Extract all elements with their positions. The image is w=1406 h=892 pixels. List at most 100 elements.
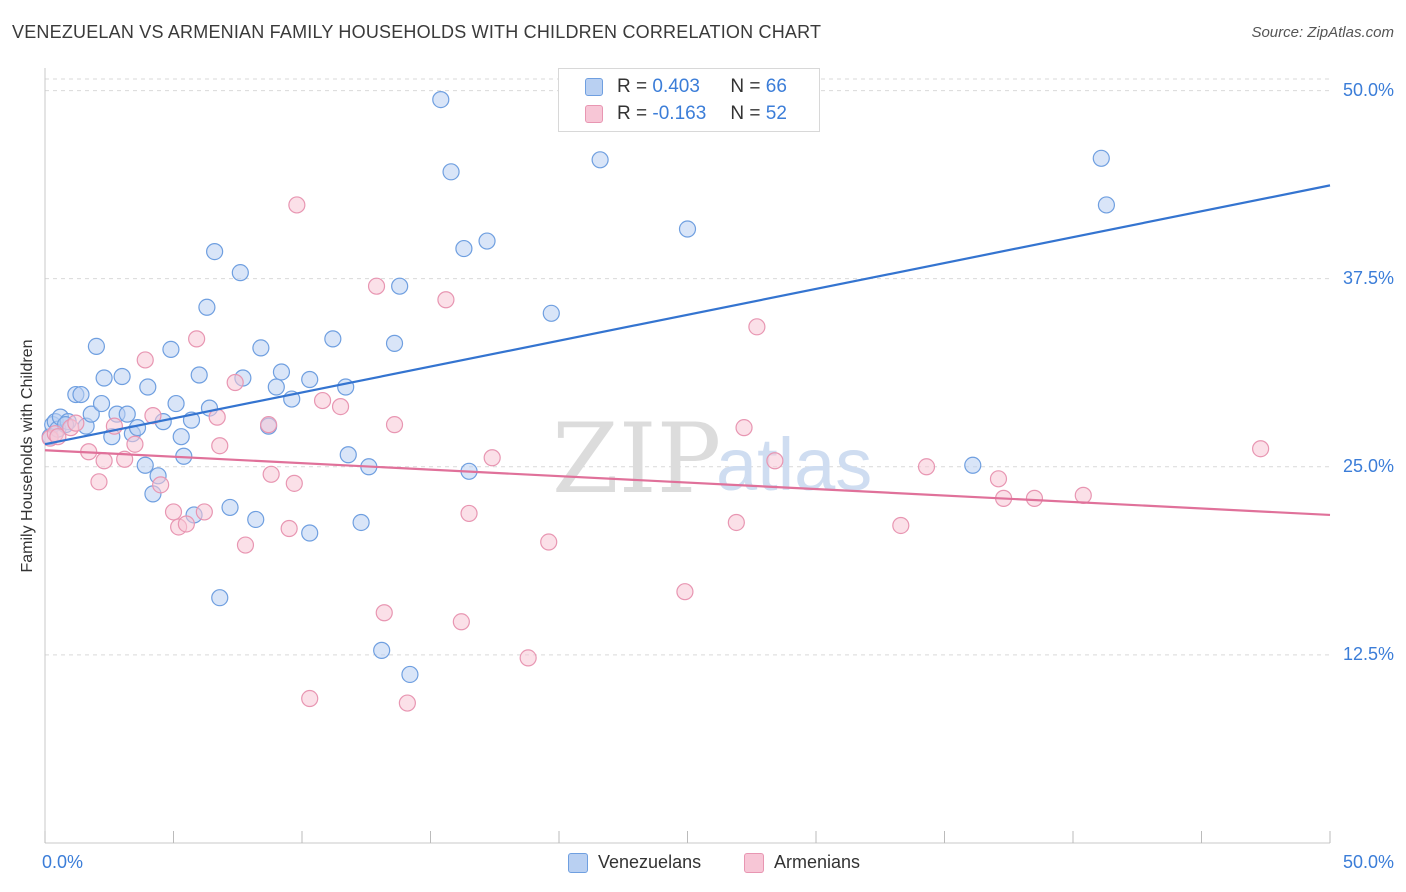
armenians-point — [385, 416, 404, 434]
armenians-point — [375, 604, 393, 622]
venezuelans-point — [272, 363, 291, 381]
armenians-point — [262, 465, 280, 483]
axes — [44, 68, 1331, 844]
armenians-point — [735, 419, 753, 437]
venezuelans-point — [678, 220, 697, 238]
armenians-point — [259, 416, 278, 434]
venezuelans-point — [136, 456, 154, 474]
venezuelans-point — [324, 330, 342, 348]
venezuelans-point — [118, 405, 136, 423]
legend-item-armenians: Armenians — [744, 852, 860, 873]
armenians-point — [519, 649, 537, 667]
armenians-points — [41, 196, 1270, 712]
armenians-point — [126, 435, 144, 453]
armenians-point — [226, 373, 244, 392]
gridlines — [45, 78, 1330, 656]
venezuelans-point — [139, 378, 157, 396]
venezuelans-trend-line — [44, 184, 1331, 446]
chart-title: VENEZUELAN VS ARMENIAN FAMILY HOUSEHOLDS… — [12, 22, 822, 42]
armenians-point — [398, 694, 416, 712]
armenians-point — [136, 351, 154, 369]
armenians-swatch — [585, 105, 603, 123]
venezuelans-point — [221, 498, 239, 517]
venezuelans-point — [162, 340, 180, 359]
watermark-zip: ZIP — [552, 403, 721, 515]
armenians-point — [331, 397, 350, 416]
venezuelans-point — [87, 337, 106, 355]
venezuelans-point — [172, 428, 190, 446]
venezuelans-legend-swatch — [568, 852, 588, 873]
venezuelans-point — [247, 510, 265, 529]
y-tick-label: 25.0% — [1342, 455, 1394, 476]
n-value: 52 — [765, 103, 787, 124]
armenians-point — [67, 414, 85, 432]
venezuelans-point — [1092, 149, 1110, 167]
venezuelans-point — [373, 641, 391, 659]
r-value: -0.163 — [652, 103, 707, 124]
armenians-point — [452, 613, 470, 631]
y-tick-label: 37.5% — [1342, 267, 1394, 288]
venezuelans-point — [385, 334, 404, 352]
watermark-atlas: atlas — [716, 423, 872, 506]
venezuelans-point — [442, 163, 460, 181]
armenians-point — [152, 476, 170, 494]
n-label: N = — [730, 76, 761, 97]
r-label: R = — [617, 76, 648, 97]
armenians-point — [748, 318, 766, 336]
armenians-point — [177, 515, 195, 533]
venezuelans-point — [252, 339, 270, 357]
venezuelans-point — [267, 378, 285, 396]
armenians-point — [766, 452, 784, 470]
armenians-point — [892, 516, 910, 535]
venezuelans-point — [95, 369, 113, 387]
armenians-point — [989, 470, 1008, 488]
venezuelans-point — [206, 242, 224, 261]
armenians-point — [1252, 440, 1270, 458]
armenians-point — [188, 330, 206, 348]
r-label: R = — [617, 103, 648, 124]
venezuelans-point — [455, 239, 473, 258]
armenians-point — [540, 533, 558, 551]
venezuelans-point — [301, 370, 319, 389]
armenians-point — [90, 473, 108, 491]
n-value: 66 — [765, 76, 787, 97]
armenians-point — [483, 449, 501, 467]
venezuelans-point — [401, 665, 419, 684]
armenians-point — [285, 474, 303, 492]
armenians-point — [313, 391, 332, 410]
armenians-point — [917, 458, 936, 476]
legend-row-venezuelans: R = 0.403 N = 66 — [585, 75, 787, 99]
x-tick-label-max: 50.0% — [1342, 852, 1394, 872]
armenians-point — [144, 407, 162, 425]
armenians-point — [211, 437, 229, 455]
venezuelans-legend-label: Venezuelans — [598, 852, 702, 872]
venezuelans-point — [1097, 196, 1116, 214]
armenians-point — [727, 513, 745, 532]
venezuelans-swatch — [585, 78, 603, 96]
venezuelans-point — [542, 304, 560, 322]
armenians-point — [236, 536, 255, 554]
armenians-point — [288, 196, 306, 214]
x-tick-label-min: 0.0% — [42, 852, 84, 872]
armenians-point — [164, 503, 183, 521]
source-label: Source: ZipAtlas.com — [1251, 24, 1394, 41]
armenians-point — [1025, 489, 1044, 507]
trend-lines — [44, 184, 1331, 517]
legend-row-armenians: R = -0.163 N = 52 — [585, 102, 787, 126]
venezuelans-point — [190, 366, 208, 384]
venezuelans-point — [339, 446, 357, 464]
venezuelans-point — [478, 232, 496, 250]
armenians-point — [460, 504, 478, 523]
venezuelans-point — [352, 513, 370, 532]
armenians-trend-line — [44, 449, 1331, 517]
venezuelans-point — [113, 367, 131, 386]
venezuelans-point — [167, 394, 185, 413]
venezuelans-point — [591, 151, 609, 169]
armenians-legend-swatch — [744, 852, 764, 873]
r-value: 0.403 — [652, 76, 700, 97]
venezuelans-point — [301, 524, 319, 542]
venezuelans-point — [72, 385, 90, 404]
correlation-legend: R = 0.403 N = 66 R = -0.163 N = 52 — [558, 68, 820, 132]
armenians-point — [95, 452, 113, 470]
